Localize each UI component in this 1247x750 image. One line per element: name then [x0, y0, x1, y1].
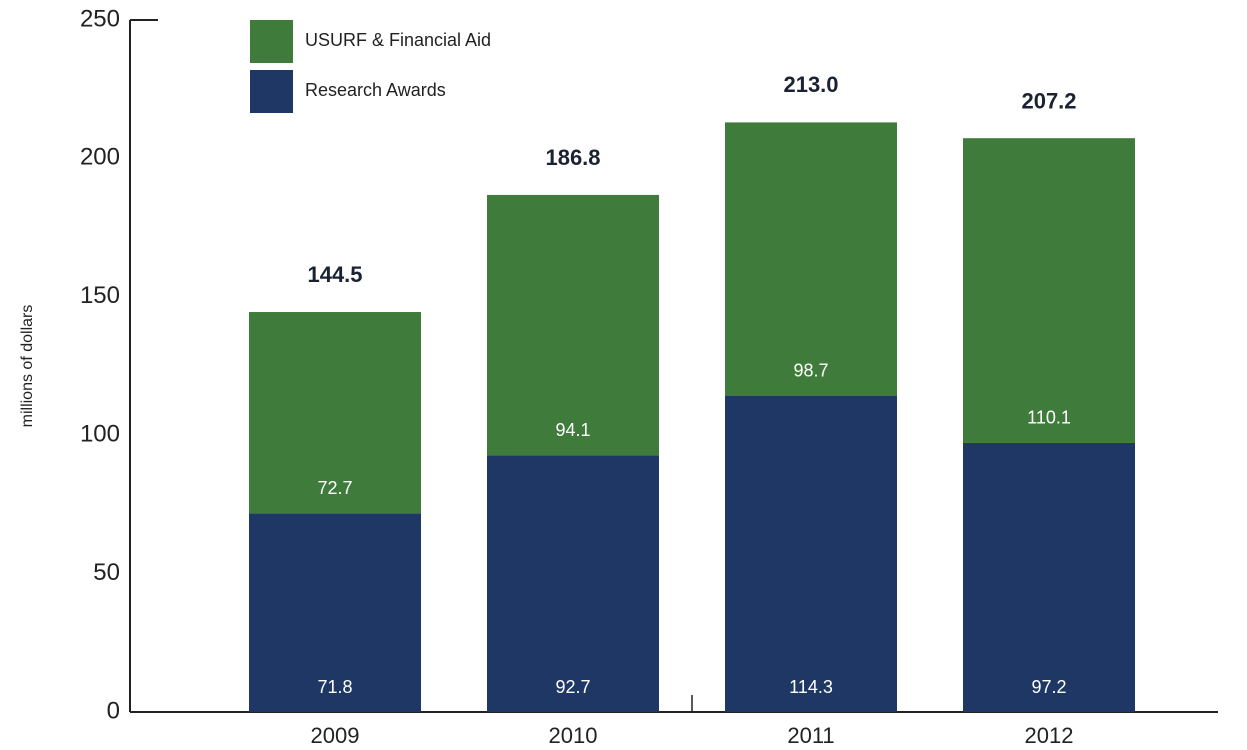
- bar-segment: [487, 194, 659, 456]
- bar-segment: [249, 513, 421, 712]
- y-tick-label: 200: [80, 144, 120, 171]
- legend-swatch: [250, 20, 293, 63]
- y-tick-label: 0: [107, 697, 120, 724]
- segment-label: 92.7: [555, 677, 590, 697]
- segment-label: 98.7: [793, 360, 828, 380]
- bar-segment: [725, 395, 897, 712]
- bar-segment: [963, 442, 1135, 712]
- segment-label: 71.8: [317, 677, 352, 697]
- y-tick-label: 100: [80, 421, 120, 448]
- legend-swatch: [250, 70, 293, 113]
- legend-label: USURF & Financial Aid: [305, 30, 491, 50]
- bar-segment: [487, 455, 659, 712]
- x-tick-label: 2012: [1025, 723, 1074, 748]
- y-axis-title: millions of dollars: [19, 305, 36, 428]
- total-label: 213.0: [783, 72, 838, 97]
- bar-segment: [725, 122, 897, 396]
- total-label: 186.8: [545, 145, 600, 170]
- segment-label: 114.3: [789, 677, 833, 697]
- total-label: 144.5: [307, 262, 362, 287]
- segment-label: 94.1: [555, 420, 590, 440]
- y-tick-label: 50: [93, 559, 120, 586]
- x-tick-label: 2010: [549, 723, 598, 748]
- segment-label: 72.7: [317, 478, 352, 498]
- y-tick-label: 250: [80, 5, 120, 32]
- bar-segment: [963, 138, 1135, 443]
- legend-label: Research Awards: [305, 80, 446, 100]
- x-tick-label: 2009: [311, 723, 360, 748]
- bar-segment: [249, 312, 421, 514]
- segment-label: 97.2: [1031, 677, 1066, 697]
- y-tick-label: 150: [80, 282, 120, 309]
- total-label: 207.2: [1021, 88, 1076, 113]
- x-tick-label: 2011: [787, 723, 834, 748]
- segment-label: 110.1: [1027, 408, 1071, 428]
